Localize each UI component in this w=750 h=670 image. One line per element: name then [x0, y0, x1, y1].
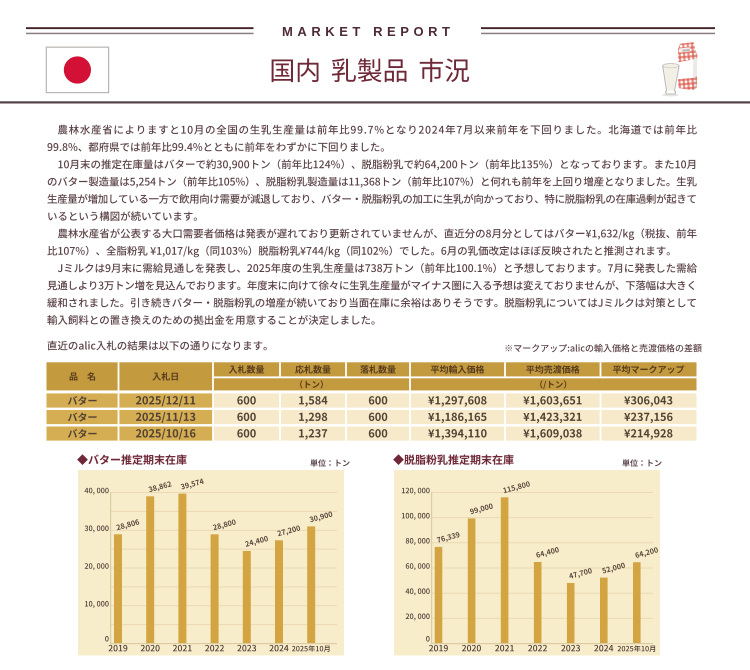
svg-text:MARKET REPORT: MARKET REPORT	[282, 24, 455, 39]
